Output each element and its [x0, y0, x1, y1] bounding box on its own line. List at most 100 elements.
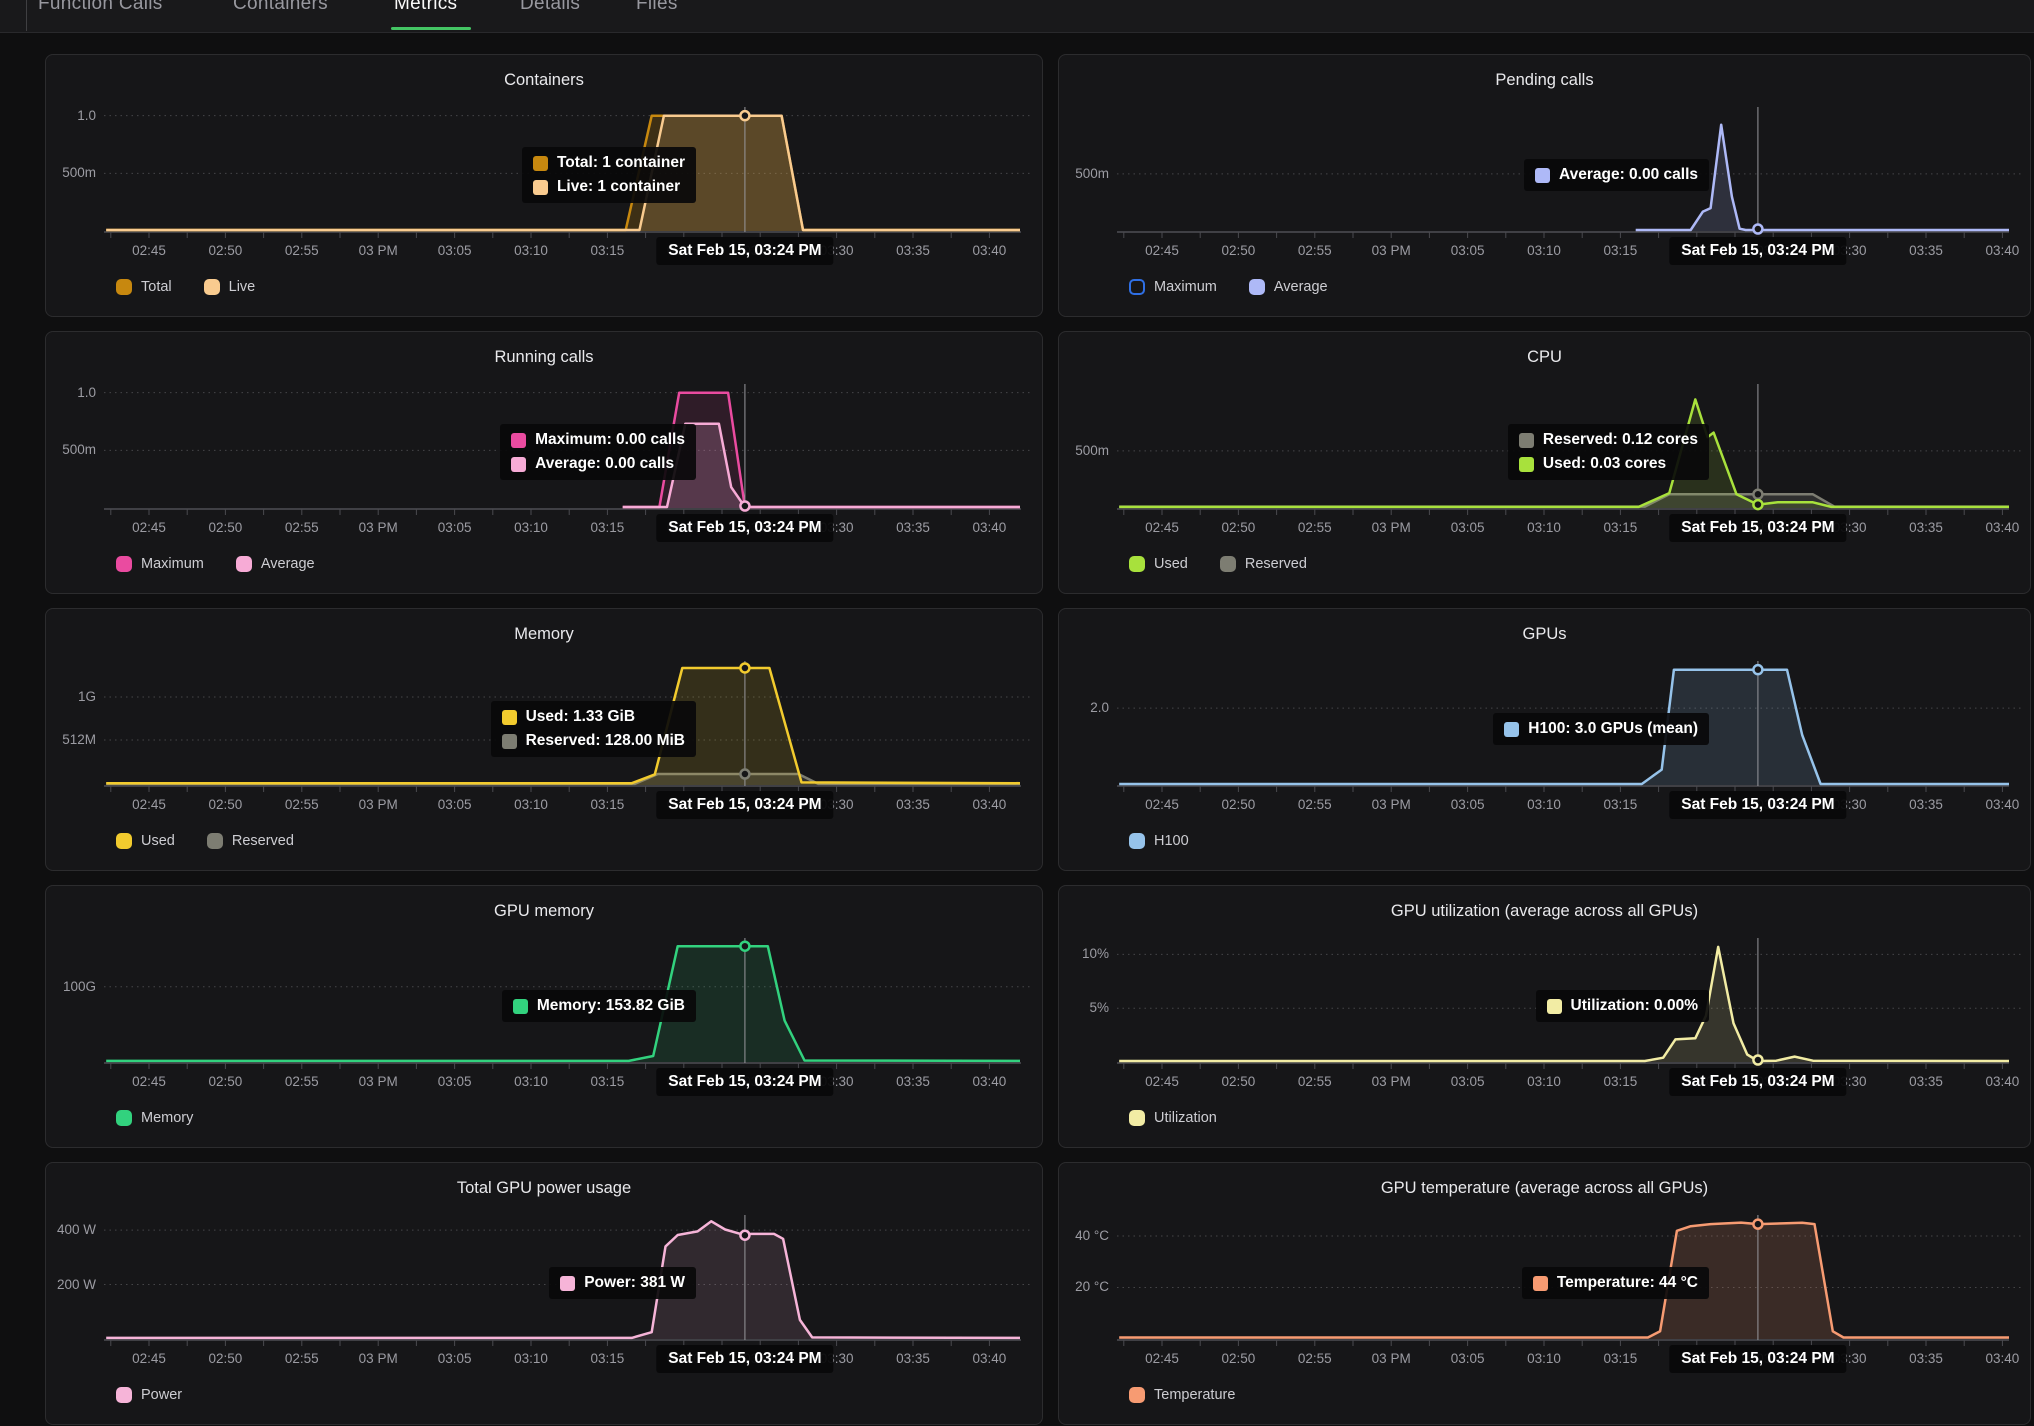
- legend-item-reserved[interactable]: Reserved: [206, 833, 294, 849]
- total-series-fill: [106, 115, 1020, 231]
- x-axis-label: 03:35: [896, 797, 930, 812]
- x-axis-label: 02:45: [1145, 520, 1179, 535]
- series-tooltip: Average: 0.00 calls: [1523, 159, 1709, 191]
- chart-title: Running calls: [494, 348, 594, 366]
- legend-item-utilization[interactable]: Utilization: [1129, 1110, 1217, 1126]
- x-axis-label: 03:05: [437, 797, 472, 812]
- legend-item-power[interactable]: Power: [116, 1387, 182, 1403]
- x-axis-label: 03:05: [1450, 243, 1485, 258]
- x-axis-label: 02:45: [132, 1074, 166, 1089]
- tab-details[interactable]: Details: [520, 0, 581, 14]
- chart-card-memory: Memory 1G 512M 02:45 02:50 02:55 03 PM 03:05 03:…: [45, 608, 1043, 871]
- x-axis-label: 02:50: [1221, 1074, 1256, 1089]
- legend-item-average[interactable]: Average: [1248, 279, 1328, 295]
- x-axis-label: 03:10: [514, 243, 548, 258]
- y-axis-label: 512M: [62, 731, 96, 747]
- x-axis-label: 02:50: [1221, 797, 1256, 812]
- reserved-series-fill: [1119, 494, 2009, 508]
- legend-swatch-icon: [116, 556, 132, 572]
- x-axis-label: 03:05: [1450, 797, 1485, 812]
- chart-title: Containers: [504, 71, 584, 89]
- chart-legend: Utilization: [1129, 1110, 1217, 1126]
- x-axis-label: 03:05: [1450, 1351, 1485, 1366]
- x-axis-label: 02:55: [1297, 520, 1332, 535]
- chart-card-gpu-temperature-average-across-all-gpus-: GPU temperature (average across all GPUs…: [1058, 1162, 2031, 1425]
- power-series-fill: [106, 1221, 1020, 1339]
- x-axis-label: 03:10: [514, 797, 548, 812]
- legend-item-h100[interactable]: H100: [1129, 833, 1189, 849]
- reserved-series-fill: [106, 774, 1020, 785]
- chart-card-cpu: CPU 500m 02:45 02:50 02:55 03 PM 03:05 03:10 03:…: [1058, 331, 2031, 594]
- utilization-series-line: [1119, 945, 2010, 1063]
- power-series-line: [106, 1220, 1021, 1340]
- legend-item-used[interactable]: Used: [116, 833, 175, 849]
- x-axis-label: 03:40: [972, 243, 1007, 258]
- legend-item-label: Maximum: [141, 556, 204, 572]
- tab-bar-left-divider: [26, 0, 27, 31]
- series-tooltip-text: Temperature: 44 °C: [1556, 1274, 1698, 1291]
- chart-plot[interactable]: [46, 332, 1044, 595]
- legend-item-temperature[interactable]: Temperature: [1129, 1387, 1235, 1403]
- legend-item-live[interactable]: Live: [203, 279, 256, 295]
- time-tooltip: Sat Feb 15, 03:24 PM: [1669, 514, 1847, 542]
- legend-item-memory[interactable]: Memory: [116, 1110, 193, 1126]
- chart-plot[interactable]: [46, 886, 1044, 1149]
- x-axis-label: 03:40: [1985, 520, 2020, 535]
- chart-legend: Memory: [116, 1110, 193, 1126]
- x-axis-label: 03:15: [1603, 1351, 1638, 1366]
- hover-marker-dot: [1752, 488, 1764, 501]
- hover-marker-dot: [1752, 223, 1764, 235]
- legend-item-total[interactable]: Total: [116, 279, 172, 295]
- average-series-fill: [1635, 124, 2009, 231]
- legend-item-maximum[interactable]: Maximum: [116, 556, 204, 572]
- chart-plot[interactable]: [46, 55, 1044, 318]
- chart-card-total-gpu-power-usage: Total GPU power usage 400 W 200 W 02:45 02:5…: [45, 1162, 1043, 1425]
- chart-legend: Used Reserved: [1129, 556, 1307, 572]
- chart-legend: Power: [116, 1387, 182, 1403]
- average-series-line: [1635, 123, 2009, 232]
- hover-marker-dot: [739, 768, 751, 780]
- legend-swatch-icon: [1129, 1110, 1145, 1126]
- tab-metrics[interactable]: Metrics: [394, 0, 458, 14]
- legend-item-maximum[interactable]: Maximum: [1129, 279, 1217, 295]
- x-axis-label: 03:05: [437, 243, 472, 258]
- legend-item-reserved[interactable]: Reserved: [1219, 556, 1307, 572]
- tab-containers[interactable]: Containers: [233, 0, 328, 14]
- series-tooltip-text: H100: 3.0 GPUs (mean): [1528, 720, 1698, 737]
- x-axis-label: 02:45: [1145, 243, 1179, 258]
- series-tooltip-text: Power: 381 W: [584, 1274, 685, 1291]
- chart-plot[interactable]: [46, 1163, 1044, 1426]
- legend-item-label: Live: [228, 279, 256, 295]
- legend-item-used[interactable]: Used: [1129, 556, 1188, 572]
- x-axis-label: 02:45: [1145, 1351, 1179, 1366]
- y-axis-label: 500m: [62, 165, 96, 181]
- series-tooltip-row: Live: 1 container: [532, 178, 685, 196]
- chart-title: Memory: [514, 625, 574, 643]
- series-tooltip-row: Reserved: 128.00 MiB: [501, 732, 685, 750]
- h100-series-fill: [1119, 669, 2009, 785]
- y-axis-label: 200 W: [56, 1276, 96, 1292]
- tab-function-calls[interactable]: Function Calls: [38, 0, 163, 14]
- x-axis-label: 02:50: [1221, 1351, 1256, 1366]
- legend-item-average[interactable]: Average: [235, 556, 315, 572]
- x-axis-label: 03:05: [437, 1074, 472, 1089]
- x-axis-label: 03:10: [1527, 520, 1561, 535]
- tab-files[interactable]: Files: [636, 0, 678, 14]
- x-axis-label: 02:50: [208, 520, 243, 535]
- x-axis-label: 02:50: [208, 1074, 243, 1089]
- time-tooltip: Sat Feb 15, 03:24 PM: [656, 237, 834, 265]
- x-axis-label: 03:15: [590, 1074, 625, 1089]
- x-axis-label: 03:35: [1909, 520, 1943, 535]
- x-axis-label: 02:55: [1297, 797, 1332, 812]
- x-axis-label: 03:05: [1450, 1074, 1485, 1089]
- series-tooltip-text: Average: 0.00 calls: [535, 455, 675, 472]
- chart-plot[interactable]: [1059, 609, 2032, 872]
- chart-title: Pending calls: [1495, 71, 1594, 89]
- legend-item-label: H100: [1154, 833, 1189, 849]
- x-axis-label: 03 PM: [358, 520, 398, 535]
- series-tooltip-text: Reserved: 0.12 cores: [1542, 431, 1698, 448]
- x-axis-label: 03:10: [1527, 243, 1561, 258]
- hover-marker-dot: [739, 662, 751, 674]
- x-axis-label: 03 PM: [1371, 1351, 1411, 1366]
- time-tooltip: Sat Feb 15, 03:24 PM: [1669, 237, 1847, 265]
